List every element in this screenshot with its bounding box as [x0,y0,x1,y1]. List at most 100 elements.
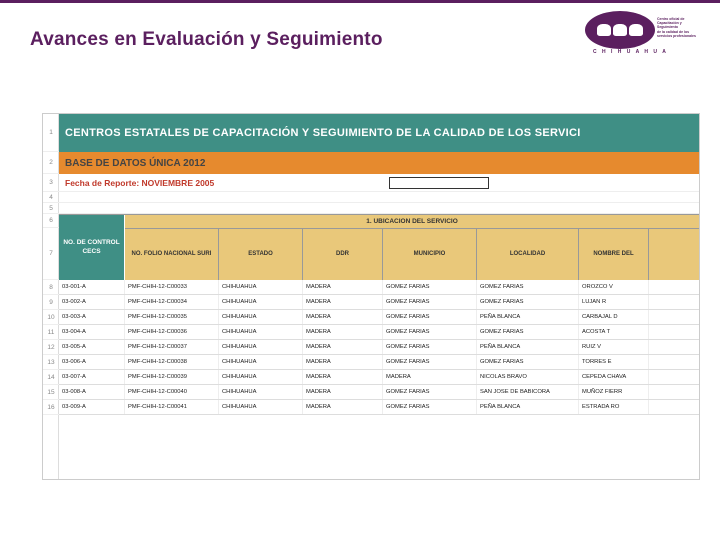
section-header: 1. UBICACION DEL SERVICIO [125,215,699,229]
col-header: DDR [303,229,383,280]
table-cell: PMF-CHIH-12-C00038 [125,355,219,369]
table-cell: CHIHUAHUA [219,325,303,339]
table-row: 03-001-APMF-CHIH-12-C00033CHIHUAHUAMADER… [59,280,699,295]
row-number: 1 [43,114,59,152]
table-cell: MADERA [303,355,383,369]
table-cell: GOMEZ FARIAS [383,310,477,324]
logo: Centro oficial de Capacitación y Seguimi… [585,11,700,59]
table-cell: NICOLAS BRAVO [477,370,579,384]
table-cell: CHIHUAHUA [219,295,303,309]
table-row: 03-004-APMF-CHIH-12-C00036CHIHUAHUAMADER… [59,325,699,340]
table-cell: GOMEZ FARIAS [383,385,477,399]
table-cell: CEPEDA CHAVA [579,370,649,384]
table-cell: CHIHUAHUA [219,280,303,294]
table-cell: CHIHUAHUA [219,340,303,354]
row-number: 13 [43,355,59,370]
table-cell: GOMEZ FARIAS [383,400,477,414]
table-cell: CHIHUAHUA [219,355,303,369]
table-cell: 03-002-A [59,295,125,309]
table-cell: PMF-CHIH-12-C00041 [125,400,219,414]
col-header: ESTADO [219,229,303,280]
table-cell: LUJAN R [579,295,649,309]
row-number: 4 [43,192,59,203]
table-cell: GOMEZ FARIAS [383,355,477,369]
sheet-base-row: BASE DE DATOS ÚNICA 2012 [59,152,699,174]
table-cell: CHIHUAHUA [219,310,303,324]
table-cell: CARBAJAL D [579,310,649,324]
sheet-title-row: CENTROS ESTATALES DE CAPACITACIÓN Y SEGU… [59,114,699,152]
row-number: 7 [43,228,59,280]
table-cell: MADERA [383,370,477,384]
table-cell: TORRES E [579,355,649,369]
table-cell: RUIZ V [579,340,649,354]
table-cell: 03-001-A [59,280,125,294]
table-cell: CHIHUAHUA [219,400,303,414]
table-cell: PMF-CHIH-12-C00035 [125,310,219,324]
apple-icon [629,24,643,36]
blank-row [59,203,699,214]
table-cell: 03-005-A [59,340,125,354]
table-cell: CHIHUAHUA [219,385,303,399]
header-row: NO. DE CONTROL CECS 1. UBICACION DEL SER… [59,214,699,280]
fecha-label: Fecha de Reporte: NOVIEMBRE 2005 [59,178,214,188]
report-date-input[interactable] [389,177,489,189]
data-rows: 03-001-APMF-CHIH-12-C00033CHIHUAHUAMADER… [59,280,699,415]
table-row: 03-006-APMF-CHIH-12-C00038CHIHUAHUAMADER… [59,355,699,370]
row-number: 3 [43,174,59,192]
table-row: 03-005-APMF-CHIH-12-C00037CHIHUAHUAMADER… [59,340,699,355]
row-number: 12 [43,340,59,355]
col-header: MUNICIPIO [383,229,477,280]
table-cell: MADERA [303,295,383,309]
table-row: 03-003-APMF-CHIH-12-C00035CHIHUAHUAMADER… [59,310,699,325]
row-number: 15 [43,385,59,400]
row-number: 5 [43,203,59,214]
cow-icon [613,24,627,36]
table-cell: GOMEZ FARIAS [383,280,477,294]
col-header: LOCALIDAD [477,229,579,280]
table-row: 03-002-APMF-CHIH-12-C00034CHIHUAHUAMADER… [59,295,699,310]
table-cell: 03-009-A [59,400,125,414]
table-cell: GOMEZ FARIAS [477,325,579,339]
row-number: 16 [43,400,59,415]
row-number: 6 [43,214,59,228]
table-cell: PEÑA BLANCA [477,310,579,324]
pig-icon [597,24,611,36]
table-cell: 03-003-A [59,310,125,324]
table-cell: 03-004-A [59,325,125,339]
table-cell: PEÑA BLANCA [477,340,579,354]
table-cell: PEÑA BLANCA [477,400,579,414]
blank-row [59,192,699,203]
logo-subtext: C H I H U A H U A [593,49,668,55]
table-row: 03-008-APMF-CHIH-12-C00040CHIHUAHUAMADER… [59,385,699,400]
table-row: 03-009-APMF-CHIH-12-C00041CHIHUAHUAMADER… [59,400,699,415]
table-cell: OROZCO V [579,280,649,294]
row-number: 8 [43,280,59,295]
row-number-gutter: 12345678910111213141516 [43,114,59,479]
table-cell: MADERA [303,310,383,324]
col-header: NO. FOLIO NACIONAL SURI [125,229,219,280]
table-cell: GOMEZ FARIAS [477,355,579,369]
table-cell: PMF-CHIH-12-C00036 [125,325,219,339]
table-cell: GOMEZ FARIAS [477,280,579,294]
table-cell: MADERA [303,280,383,294]
table-cell: MADERA [303,400,383,414]
table-cell: 03-007-A [59,370,125,384]
table-cell: MADERA [303,340,383,354]
table-cell: 03-008-A [59,385,125,399]
table-cell: GOMEZ FARIAS [383,325,477,339]
table-cell: MADERA [303,325,383,339]
table-row: 03-007-APMF-CHIH-12-C00039CHIHUAHUA MADER… [59,370,699,385]
table-cell: CHIHUAHUA [219,370,303,384]
table-cell: MUÑOZ FIERR [579,385,649,399]
logo-oval-icon [585,11,655,49]
col-header-control: NO. DE CONTROL CECS [59,215,125,280]
table-cell: PMF-CHIH-12-C00039 [125,370,219,384]
table-cell: PMF-CHIH-12-C00037 [125,340,219,354]
row-number: 11 [43,325,59,340]
spreadsheet: 12345678910111213141516 CENTROS ESTATALE… [42,113,700,480]
row-number: 14 [43,370,59,385]
row-number: 9 [43,295,59,310]
table-cell: MADERA [303,385,383,399]
table-cell: ESTRADA RO [579,400,649,414]
table-cell: GOMEZ FARIAS [383,295,477,309]
